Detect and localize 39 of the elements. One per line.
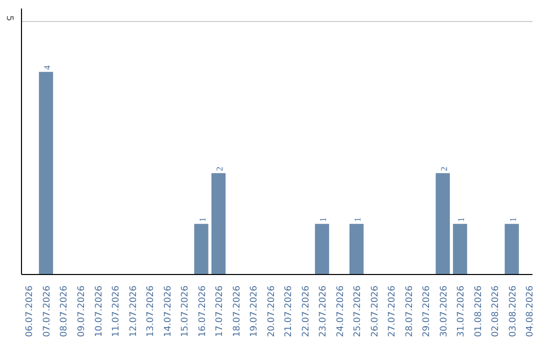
data-label: 2: [438, 166, 449, 172]
data-label: 2: [214, 166, 225, 172]
x-tick-label: 22.07.2026: [301, 285, 312, 338]
data-label: 1: [197, 217, 208, 222]
x-tick-label: 20.07.2026: [266, 285, 277, 338]
x-tick-label: 13.07.2026: [146, 285, 156, 338]
x-tick-label: 10.07.2026: [94, 285, 104, 338]
x-tick-label: 02.08.2026: [491, 285, 502, 338]
x-tick-label: 18.07.2026: [232, 285, 242, 338]
x-tick-label: 31.07.2026: [456, 285, 467, 338]
x-tick-label: 15.07.2026: [180, 285, 191, 338]
data-label: 1: [352, 217, 363, 222]
x-tick-label: 09.07.2026: [77, 285, 87, 338]
data-label: 4: [42, 64, 52, 70]
x-tick-label: 12.07.2026: [128, 285, 139, 338]
x-tick-label: 28.07.2026: [404, 285, 415, 338]
data-label: 1: [318, 217, 328, 222]
x-tick-label: 08.07.2026: [60, 285, 70, 338]
x-tick-label: 25.07.2026: [353, 285, 364, 338]
x-tick-label: 26.07.2026: [370, 285, 380, 338]
data-label: 1: [456, 217, 466, 222]
x-tick-label: 27.07.2026: [388, 285, 398, 338]
x-tick-label: 30.07.2026: [439, 285, 450, 338]
x-tick-label: 11.07.2026: [112, 285, 122, 338]
x-tick-label: 04.08.2026: [526, 285, 536, 338]
x-tick-label: 29.07.2026: [422, 285, 432, 338]
y-tick-label: 5: [4, 15, 14, 22]
x-tick-label: 07.07.2026: [42, 285, 52, 338]
x-tick-label: 19.07.2026: [250, 285, 260, 338]
data-label: 1: [508, 217, 518, 222]
x-tick-label: 17.07.2026: [215, 285, 226, 338]
x-tick-label: 23.07.2026: [318, 285, 329, 338]
x-tick-label: 14.07.2026: [163, 285, 174, 338]
x-tick-label: 06.07.2026: [25, 285, 36, 338]
x-tick-label: 24.07.2026: [336, 285, 346, 338]
x-tick-label: 16.07.2026: [198, 285, 208, 338]
x-tick-label: 03.08.2026: [508, 285, 518, 338]
x-tick-label: 01.08.2026: [474, 285, 484, 338]
x-tick-label: 21.07.2026: [284, 285, 294, 338]
